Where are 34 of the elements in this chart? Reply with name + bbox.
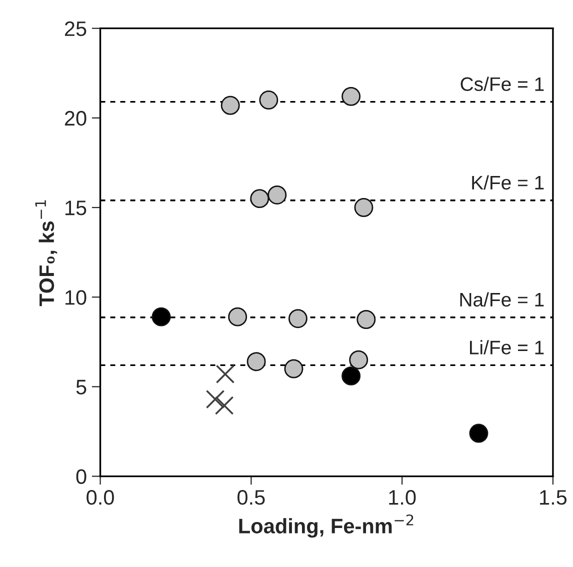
point	[206, 390, 225, 409]
point	[220, 96, 240, 115]
x-axis-title: Loading, Fe-nm$^{−2}$	[239, 514, 414, 538]
x-tick-label: 0.0	[86, 490, 114, 505]
y-tick-label: 5	[76, 380, 86, 394]
annotation: Cs/Fe = 1	[460, 76, 544, 92]
point	[469, 424, 488, 443]
annotation: Na/Fe = 1	[460, 292, 544, 307]
annotation: Li/Fe = 1	[470, 340, 544, 354]
point	[356, 310, 376, 329]
y-tick-label: 0	[76, 469, 86, 484]
point	[342, 86, 361, 106]
point	[349, 350, 368, 370]
x-tick-label: 1.0	[389, 490, 416, 505]
y-tick-label: 15	[66, 200, 86, 216]
point	[342, 366, 361, 386]
point	[250, 189, 270, 208]
point	[228, 307, 248, 326]
point	[288, 309, 308, 328]
y-tick-label: 25	[64, 21, 86, 36]
point	[216, 364, 235, 384]
x-tick-label: 1.5	[540, 490, 567, 505]
point	[284, 359, 304, 378]
point	[354, 198, 374, 217]
y-tick-label: 10	[66, 290, 86, 305]
annotation: K/Fe = 1	[472, 175, 544, 190]
y-tick-label: 20	[64, 110, 86, 126]
point	[259, 90, 278, 110]
x-tick-label: 0.5	[238, 490, 265, 505]
point	[268, 186, 287, 204]
point	[246, 352, 266, 372]
y-axis-title: TOF₀, ks$^{−1}$	[35, 200, 58, 306]
point	[214, 396, 234, 415]
point	[152, 307, 171, 326]
